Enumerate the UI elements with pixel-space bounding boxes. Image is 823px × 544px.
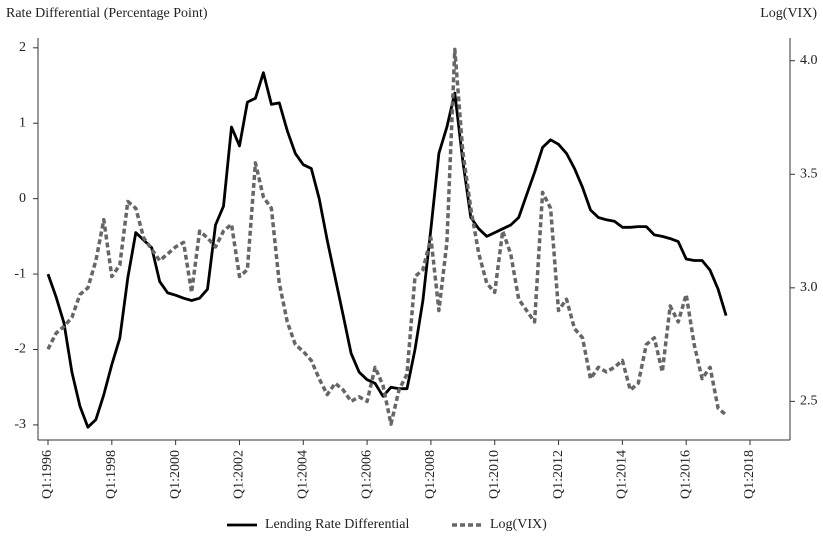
x-tick-label: Q1:2016 — [678, 450, 693, 499]
x-tick-label: Q1:2004 — [295, 450, 310, 499]
y2-tick-label: 4.0 — [800, 53, 818, 68]
x-tick-label: Q1:1996 — [40, 450, 55, 499]
x-tick-label: Q1:2006 — [359, 450, 374, 499]
legend-label: Log(VIX) — [490, 517, 547, 532]
y2-tick-label: 2.5 — [800, 394, 818, 409]
y-tick-label: 0 — [19, 191, 26, 206]
series-line — [46, 71, 728, 429]
y-tick-label: 2 — [19, 40, 26, 55]
legend-label: Lending Rate Differential — [265, 517, 409, 532]
y2-tick-label: 3.5 — [800, 166, 818, 181]
x-tick-label: Q1:2002 — [232, 450, 247, 499]
y-tick-label: 1 — [19, 115, 26, 130]
x-tick-label: Q1:2010 — [487, 450, 502, 499]
y-tick-label: -1 — [14, 266, 26, 281]
x-tick-label: Q1:1998 — [104, 450, 119, 499]
y2-axis-title: Log(VIX) — [760, 6, 817, 21]
x-tick-label: Q1:2008 — [423, 450, 438, 499]
series-line — [46, 47, 728, 426]
x-tick-label: Q1:2000 — [168, 450, 183, 499]
x-tick-label: Q1:2012 — [551, 450, 566, 499]
x-tick-label: Q1:2014 — [615, 450, 630, 499]
y-axis-title: Rate Differential (Percentage Point) — [6, 6, 208, 21]
y-tick-label: -3 — [14, 417, 26, 432]
x-tick-label: Q1:2018 — [742, 450, 757, 499]
y2-tick-label: 3.0 — [800, 280, 818, 295]
y-tick-label: -2 — [14, 342, 26, 357]
